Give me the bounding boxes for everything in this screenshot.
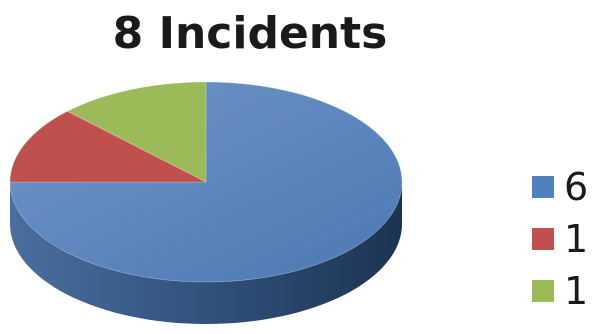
pie-slice-side — [10, 182, 402, 324]
legend-swatch — [532, 228, 554, 250]
legend-item-1: 6 — [532, 161, 588, 213]
legend-label: 1 — [564, 217, 589, 261]
chart-title: 8 Incidents — [112, 8, 388, 59]
legend: 6 1 1 — [532, 165, 588, 317]
legend-item-2: 1 — [532, 213, 588, 265]
legend-item-3: 1 — [532, 265, 588, 317]
legend-label: 1 — [564, 269, 589, 313]
legend-label: 6 — [564, 165, 589, 209]
legend-swatch — [532, 280, 554, 302]
pie-slice-3 — [66, 81, 207, 183]
pie-slice-2 — [9, 110, 207, 183]
legend-swatch — [532, 176, 554, 198]
pie-slice-1 — [9, 81, 403, 283]
